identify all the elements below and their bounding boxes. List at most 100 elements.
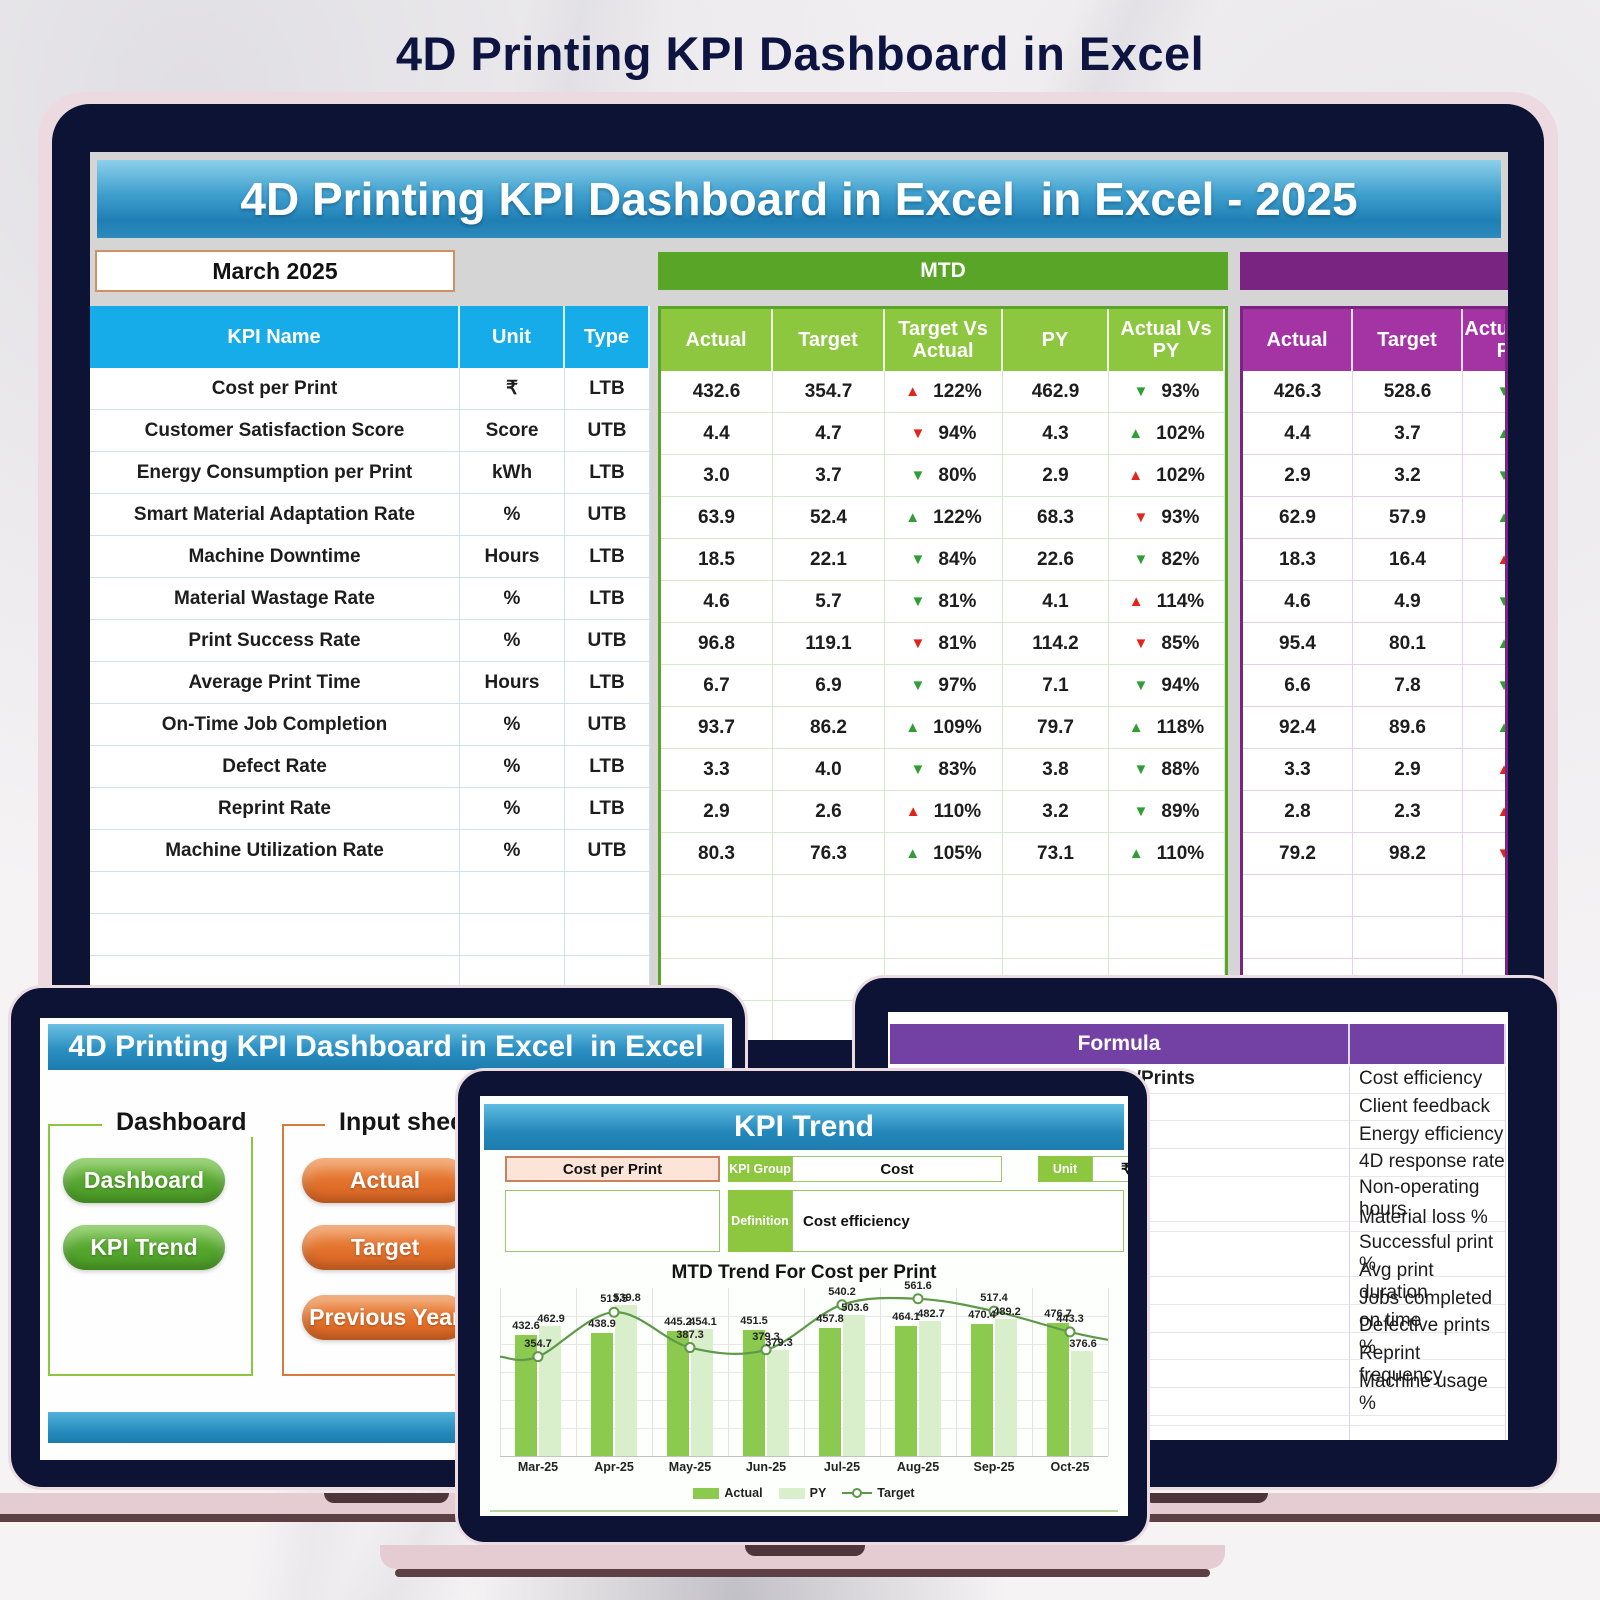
mtd-target-cell[interactable]: 354.7 xyxy=(773,371,885,413)
mtd-actual-cell[interactable]: 2.9 xyxy=(661,791,773,833)
ytd-arrow-cell[interactable]: ▲ xyxy=(1463,791,1505,833)
actual-vs-py-cell[interactable]: ▼ 89% xyxy=(1109,791,1225,833)
empty-cell[interactable] xyxy=(460,872,565,914)
mtd-target-cell[interactable]: 52.4 xyxy=(773,497,885,539)
actual-vs-py-cell[interactable]: ▼ 93% xyxy=(1109,497,1225,539)
mtd-py-cell[interactable]: 68.3 xyxy=(1003,497,1109,539)
empty-cell[interactable] xyxy=(1350,1425,1506,1440)
ytd-actual-cell[interactable]: 4.4 xyxy=(1243,413,1353,455)
empty-cell[interactable] xyxy=(1109,875,1225,917)
type-cell[interactable]: LTB xyxy=(565,746,650,788)
actual-vs-py-cell[interactable]: ▲ 102% xyxy=(1109,455,1225,497)
description-cell[interactable]: 4D response rate xyxy=(1350,1149,1506,1177)
ytd-arrow-cell[interactable]: ▼ xyxy=(1463,665,1505,707)
mtd-target-cell[interactable]: 86.2 xyxy=(773,707,885,749)
kpi-name-cell[interactable]: Reprint Rate xyxy=(90,788,460,830)
empty-cell[interactable] xyxy=(1243,917,1353,959)
mtd-actual-cell[interactable]: 3.3 xyxy=(661,749,773,791)
mtd-actual-cell[interactable]: 63.9 xyxy=(661,497,773,539)
ytd-target-cell[interactable]: 80.1 xyxy=(1353,623,1463,665)
mtd-target-cell[interactable]: 76.3 xyxy=(773,833,885,875)
target-vs-actual-cell[interactable]: ▲ 122% xyxy=(885,371,1003,413)
description-cell[interactable]: Successful print % xyxy=(1350,1232,1506,1278)
unit-cell[interactable]: kWh xyxy=(460,452,565,494)
actual-vs-py-cell[interactable]: ▼ 82% xyxy=(1109,539,1225,581)
unit-cell[interactable]: % xyxy=(460,788,565,830)
mtd-py-cell[interactable]: 73.1 xyxy=(1003,833,1109,875)
ytd-target-cell[interactable]: 4.9 xyxy=(1353,581,1463,623)
target-vs-actual-cell[interactable]: ▲ 110% xyxy=(885,791,1003,833)
ytd-arrow-cell[interactable]: ▲ xyxy=(1463,413,1505,455)
empty-cell[interactable] xyxy=(661,875,773,917)
mtd-py-cell[interactable]: 462.9 xyxy=(1003,371,1109,413)
actual-vs-py-cell[interactable]: ▲ 118% xyxy=(1109,707,1225,749)
mtd-py-cell[interactable]: 7.1 xyxy=(1003,665,1109,707)
mtd-target-cell[interactable]: 22.1 xyxy=(773,539,885,581)
mtd-target-cell[interactable]: 5.7 xyxy=(773,581,885,623)
ytd-actual-cell[interactable]: 4.6 xyxy=(1243,581,1353,623)
ytd-arrow-cell[interactable]: ▲ xyxy=(1463,707,1505,749)
type-cell[interactable]: UTB xyxy=(565,410,650,452)
description-cell[interactable]: Material loss % xyxy=(1350,1204,1506,1233)
target-vs-actual-cell[interactable]: ▼ 81% xyxy=(885,581,1003,623)
target-vs-actual-cell[interactable]: ▼ 94% xyxy=(885,413,1003,455)
target-vs-actual-cell[interactable]: ▲ 105% xyxy=(885,833,1003,875)
type-cell[interactable]: LTB xyxy=(565,452,650,494)
actual-vs-py-cell[interactable]: ▲ 114% xyxy=(1109,581,1225,623)
target-vs-actual-cell[interactable]: ▼ 84% xyxy=(885,539,1003,581)
mtd-actual-cell[interactable]: 93.7 xyxy=(661,707,773,749)
type-cell[interactable]: LTB xyxy=(565,578,650,620)
type-cell[interactable]: UTB xyxy=(565,494,650,536)
kpi-name-cell[interactable]: Customer Satisfaction Score xyxy=(90,410,460,452)
mtd-py-cell[interactable]: 79.7 xyxy=(1003,707,1109,749)
mtd-actual-cell[interactable]: 3.0 xyxy=(661,455,773,497)
ytd-arrow-cell[interactable]: ▲ xyxy=(1463,539,1505,581)
unit-cell[interactable]: Hours xyxy=(460,536,565,578)
unit-cell[interactable]: Score xyxy=(460,410,565,452)
dashboard-button[interactable]: Dashboard xyxy=(63,1158,225,1203)
empty-cell[interactable] xyxy=(460,914,565,956)
empty-cell[interactable] xyxy=(1353,875,1463,917)
mtd-py-cell[interactable]: 114.2 xyxy=(1003,623,1109,665)
actual-vs-py-cell[interactable]: ▼ 88% xyxy=(1109,749,1225,791)
actual-vs-py-cell[interactable]: ▲ 110% xyxy=(1109,833,1225,875)
ytd-arrow-cell[interactable]: ▼ xyxy=(1463,371,1505,413)
ytd-target-cell[interactable]: 2.3 xyxy=(1353,791,1463,833)
unit-cell[interactable]: % xyxy=(460,494,565,536)
previous-year-button[interactable]: Previous Year xyxy=(302,1295,468,1340)
target-vs-actual-cell[interactable]: ▼ 81% xyxy=(885,623,1003,665)
description-cell[interactable]: Reprint frequency xyxy=(1350,1342,1506,1388)
mtd-actual-cell[interactable]: 432.6 xyxy=(661,371,773,413)
unit-value[interactable]: ₹ xyxy=(1092,1156,1128,1182)
kpi-name-cell[interactable]: Smart Material Adaptation Rate xyxy=(90,494,460,536)
mtd-actual-cell[interactable]: 18.5 xyxy=(661,539,773,581)
empty-cell[interactable] xyxy=(1463,917,1505,959)
ytd-target-cell[interactable]: 7.8 xyxy=(1353,665,1463,707)
ytd-target-cell[interactable]: 89.6 xyxy=(1353,707,1463,749)
target-vs-actual-cell[interactable]: ▼ 97% xyxy=(885,665,1003,707)
empty-cell[interactable] xyxy=(90,914,460,956)
mtd-py-cell[interactable]: 3.2 xyxy=(1003,791,1109,833)
kpi-name-cell[interactable]: Defect Rate xyxy=(90,746,460,788)
type-cell[interactable]: LTB xyxy=(565,788,650,830)
ytd-target-cell[interactable]: 528.6 xyxy=(1353,371,1463,413)
ytd-actual-cell[interactable]: 95.4 xyxy=(1243,623,1353,665)
description-cell[interactable]: Non-operating hours xyxy=(1350,1176,1506,1222)
ytd-actual-cell[interactable]: 79.2 xyxy=(1243,833,1353,875)
empty-cell[interactable] xyxy=(890,1425,1350,1440)
mtd-actual-cell[interactable]: 96.8 xyxy=(661,623,773,665)
type-cell[interactable]: UTB xyxy=(565,704,650,746)
actual-vs-py-cell[interactable]: ▼ 94% xyxy=(1109,665,1225,707)
target-vs-actual-cell[interactable]: ▼ 83% xyxy=(885,749,1003,791)
empty-cell[interactable] xyxy=(885,875,1003,917)
description-cell[interactable]: Energy efficiency xyxy=(1350,1121,1506,1150)
ytd-target-cell[interactable]: 2.9 xyxy=(1353,749,1463,791)
ytd-arrow-cell[interactable]: ▲ xyxy=(1463,749,1505,791)
kpi-group-value[interactable]: Cost xyxy=(792,1156,1002,1182)
mtd-actual-cell[interactable]: 4.4 xyxy=(661,413,773,455)
kpi-name-cell[interactable]: Material Wastage Rate xyxy=(90,578,460,620)
ytd-arrow-cell[interactable]: ▼ xyxy=(1463,455,1505,497)
unit-cell[interactable]: % xyxy=(460,704,565,746)
target-vs-actual-cell[interactable]: ▼ 80% xyxy=(885,455,1003,497)
ytd-actual-cell[interactable]: 92.4 xyxy=(1243,707,1353,749)
